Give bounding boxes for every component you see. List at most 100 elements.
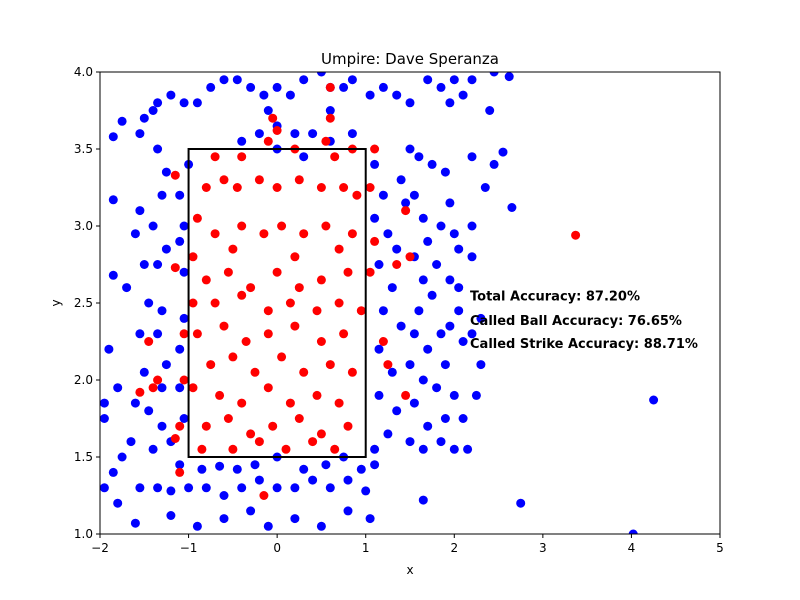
ball-point-164 — [445, 275, 455, 285]
ball-point-170 — [458, 414, 468, 423]
strike-point-66 — [334, 398, 344, 408]
ball-point-23 — [423, 75, 433, 85]
ball-point-140 — [418, 275, 428, 285]
strike-point-33 — [246, 283, 256, 293]
x-axis-label: x — [406, 563, 413, 577]
ball-point-64 — [166, 486, 176, 496]
y-tick-label: 2.5 — [74, 296, 93, 310]
ball-point-165 — [454, 306, 464, 316]
ball-point-131 — [392, 406, 402, 416]
ball-point-162 — [449, 229, 459, 239]
ball-point-104 — [179, 313, 189, 323]
strike-point-97 — [401, 390, 411, 400]
strike-point-74 — [197, 444, 207, 454]
ball-point-160 — [445, 198, 455, 208]
ball-point-124 — [374, 260, 384, 269]
strike-point-38 — [188, 298, 198, 308]
ball-point-97 — [356, 464, 366, 474]
strike-point-56 — [277, 352, 287, 362]
ball-point-157 — [414, 152, 424, 162]
ball-point-116 — [299, 152, 309, 162]
strike-point-20 — [210, 229, 220, 239]
ball-point-22 — [405, 98, 415, 108]
ball-point-135 — [401, 198, 411, 208]
x-tick-label: 4 — [628, 541, 636, 555]
x-tick-label: 1 — [362, 541, 370, 555]
ball-point-68 — [237, 483, 247, 493]
strike-point-69 — [246, 429, 256, 439]
ball-point-91 — [232, 464, 242, 474]
strike-point-55 — [250, 367, 260, 377]
ball-point-122 — [383, 229, 393, 239]
ball-point-154 — [418, 444, 428, 454]
ball-point-176 — [507, 203, 517, 212]
ball-point-174 — [489, 159, 499, 169]
ball-point-26 — [467, 75, 477, 85]
strike-point-28 — [228, 244, 238, 254]
strike-point-87 — [135, 387, 145, 397]
ball-point-100 — [175, 236, 185, 246]
ball-point-153 — [405, 437, 415, 447]
strike-point-43 — [312, 306, 322, 316]
ball-point-67 — [219, 491, 229, 500]
ball-point-129 — [387, 367, 397, 377]
ball-point-107 — [179, 414, 189, 423]
strike-point-86 — [148, 383, 158, 393]
ball-point-125 — [387, 283, 397, 293]
x-tick-label: 0 — [273, 541, 281, 555]
strike-point-102 — [272, 126, 282, 135]
ball-point-75 — [361, 486, 371, 496]
ball-point-190 — [628, 529, 638, 534]
strike-point-72 — [316, 429, 326, 439]
ball-point-98 — [370, 460, 380, 470]
strike-point-18 — [352, 190, 362, 200]
ball-point-6 — [192, 98, 202, 108]
ball-point-108 — [237, 136, 247, 146]
strike-point-63 — [263, 383, 273, 393]
ball-point-171 — [449, 444, 459, 454]
strike-point-54 — [228, 352, 238, 362]
strike-point-5 — [321, 136, 331, 146]
ball-point-66 — [201, 483, 211, 493]
strike-point-14 — [272, 183, 282, 192]
ball-point-73 — [325, 483, 335, 493]
ball-point-119 — [370, 159, 380, 169]
ball-point-130 — [374, 390, 384, 400]
ball-point-150 — [409, 398, 419, 408]
ball-point-88 — [175, 460, 185, 470]
ball-point-127 — [396, 321, 406, 331]
ball-point-133 — [370, 444, 380, 454]
ball-point-15 — [316, 72, 326, 77]
ball-point-111 — [290, 129, 300, 139]
ball-point-147 — [405, 360, 415, 370]
ball-point-30 — [135, 129, 145, 139]
strike-point-70 — [268, 421, 278, 431]
strike-point-31 — [201, 275, 211, 285]
ball-point-1 — [139, 113, 149, 123]
ball-point-48 — [139, 367, 149, 377]
strike-point-99 — [571, 230, 581, 240]
ball-point-159 — [440, 167, 450, 177]
strike-point-103 — [325, 82, 335, 92]
strike-point-50 — [290, 321, 300, 331]
ball-point-77 — [130, 518, 140, 528]
ball-point-81 — [246, 506, 256, 516]
x-axis-ticks: −2 −1 0 1 2 3 4 5 — [91, 534, 724, 555]
ball-point-63 — [153, 483, 163, 493]
strike-point-23 — [277, 221, 287, 231]
ball-point-33 — [157, 190, 167, 200]
ball-point-12 — [272, 82, 282, 92]
y-tick-label: 1.5 — [74, 450, 93, 464]
ball-point-161 — [436, 221, 446, 231]
ball-point-177 — [467, 221, 477, 231]
strike-point-98 — [383, 360, 393, 370]
strike-point-71 — [294, 414, 304, 423]
ball-point-78 — [166, 511, 176, 520]
points-layer — [100, 72, 659, 534]
ball-point-188 — [418, 495, 428, 505]
ball-point-39 — [153, 260, 163, 269]
ball-point-37 — [148, 221, 158, 231]
ball-point-109 — [254, 129, 264, 139]
strike-point-49 — [263, 329, 273, 339]
